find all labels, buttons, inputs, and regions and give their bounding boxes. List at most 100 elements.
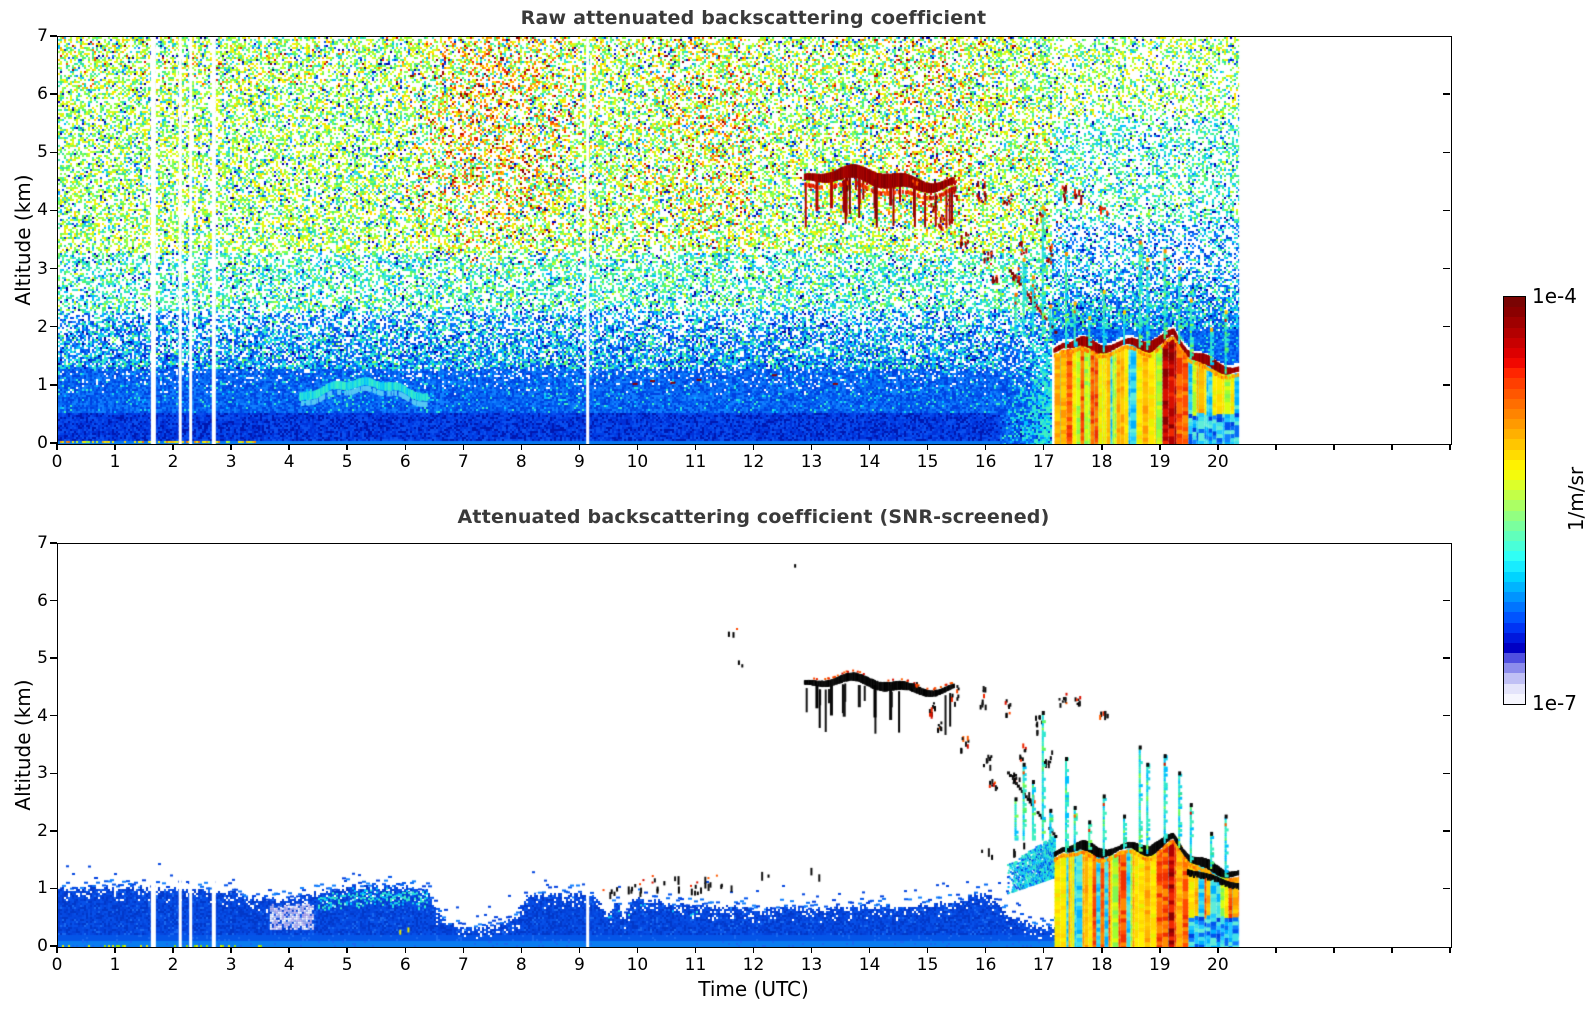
y-tick-label: 3 (37, 763, 48, 784)
x-tick-mark (1333, 947, 1335, 953)
x-tick-mark (1333, 444, 1335, 450)
x-tick-mark (404, 444, 406, 450)
x-tick-label: 19 (1148, 452, 1171, 472)
x-tick-mark (1275, 947, 1277, 953)
x-tick-mark (404, 947, 406, 953)
x-tick-mark (1217, 947, 1219, 953)
colorbar-band (1504, 337, 1525, 348)
colorbar-band (1504, 398, 1525, 409)
x-tick-label: 0 (51, 955, 63, 975)
colorbar-band (1504, 683, 1525, 694)
x-tick-label: 5 (341, 452, 353, 472)
x-tick-label: 12 (742, 955, 765, 975)
x-tick-mark (578, 444, 581, 450)
screened-heatmap-canvas (58, 544, 1451, 947)
y-tick-mark-right (1443, 887, 1450, 890)
x-tick-mark (984, 947, 987, 953)
y-tick-mark-right (1443, 714, 1450, 717)
colorbar-band (1504, 429, 1525, 440)
colorbar-band (1504, 520, 1525, 531)
y-tick-mark (50, 830, 57, 832)
colorbar-band (1504, 358, 1525, 369)
x-tick-mark (230, 947, 232, 953)
y-tick-label: 0 (37, 433, 48, 453)
colorbar-band (1504, 469, 1525, 481)
x-tick-label: 5 (341, 955, 353, 975)
colorbar-band (1504, 632, 1525, 643)
x-tick-label: 11 (684, 955, 707, 975)
x-tick-mark (1101, 444, 1103, 450)
y-tick-mark (50, 442, 57, 444)
raw-heatmap-canvas (58, 37, 1451, 444)
colorbar-band (1504, 622, 1525, 633)
x-tick-label: 20 (1207, 452, 1229, 472)
x-tick-label: 18 (1090, 955, 1113, 975)
colorbar-band (1504, 693, 1525, 704)
colorbar-band (1504, 612, 1525, 623)
x-tick-label: 13 (800, 955, 823, 975)
x-tick-mark (288, 444, 290, 450)
colorbar-min-label: 1e-7 (1532, 691, 1577, 715)
y-tick-mark-right (1443, 384, 1450, 386)
x-tick-label: 3 (225, 955, 237, 975)
y-tick-mark-right (1443, 325, 1450, 328)
colorbar-band (1504, 591, 1525, 603)
x-tick-label: 7 (457, 452, 469, 472)
colorbar-band (1504, 480, 1525, 491)
x-tick-label: 7 (457, 955, 469, 975)
y-tick-mark-right (1443, 209, 1450, 212)
x-tick-label: 3 (225, 452, 237, 472)
x-tick-mark (520, 444, 523, 450)
colorbar (1503, 296, 1526, 705)
x-tick-label: 8 (515, 955, 527, 975)
colorbar-band (1504, 500, 1525, 511)
x-tick-label: 11 (684, 452, 707, 472)
x-tick-mark (752, 947, 755, 953)
x-tick-mark (1217, 444, 1219, 450)
x-tick-label: 16 (974, 955, 997, 975)
y-tick-mark-right (1443, 267, 1450, 270)
colorbar-max-label: 1e-4 (1532, 284, 1577, 308)
colorbar-band (1504, 307, 1525, 318)
y-tick-label: 7 (37, 26, 48, 46)
x-tick-mark (636, 444, 639, 450)
y-tick-mark-right (1443, 772, 1450, 775)
y-tick-label: 3 (37, 258, 48, 279)
x-tick-label: 12 (742, 452, 765, 472)
y-tick-label: 4 (37, 200, 48, 221)
x-tick-mark (56, 444, 58, 450)
colorbar-band (1504, 581, 1525, 592)
x-tick-label: 6 (399, 452, 411, 472)
y-tick-mark (50, 151, 57, 154)
colorbar-band (1504, 602, 1525, 613)
y-tick-label: 7 (37, 533, 48, 553)
y-tick-mark (50, 657, 57, 659)
x-tick-mark (230, 444, 232, 450)
x-tick-mark (694, 947, 697, 953)
colorbar-band (1504, 347, 1525, 359)
y-tick-mark (50, 209, 57, 212)
y-tick-mark-right (1443, 151, 1450, 154)
colorbar-band (1504, 297, 1525, 308)
x-tick-label: 15 (916, 452, 939, 472)
x-tick-mark (172, 444, 174, 450)
y-tick-label: 1 (37, 878, 48, 899)
x-tick-label: 0 (51, 452, 63, 472)
x-tick-mark (810, 444, 813, 450)
x-tick-mark (172, 947, 174, 953)
colorbar-band (1504, 490, 1525, 501)
x-tick-mark (346, 444, 348, 450)
y-tick-mark (50, 93, 57, 95)
x-tick-mark (1391, 947, 1393, 953)
x-tick-mark (810, 947, 813, 953)
colorbar-band (1504, 449, 1525, 460)
x-tick-mark (462, 947, 465, 953)
x-tick-mark (752, 444, 755, 450)
x-tick-mark (1042, 947, 1045, 953)
y-tick-mark (50, 267, 57, 270)
x-tick-label: 4 (283, 452, 295, 472)
x-tick-label: 2 (167, 452, 179, 472)
x-tick-label: 14 (858, 452, 881, 472)
raw-heatmap-panel (57, 36, 1452, 445)
